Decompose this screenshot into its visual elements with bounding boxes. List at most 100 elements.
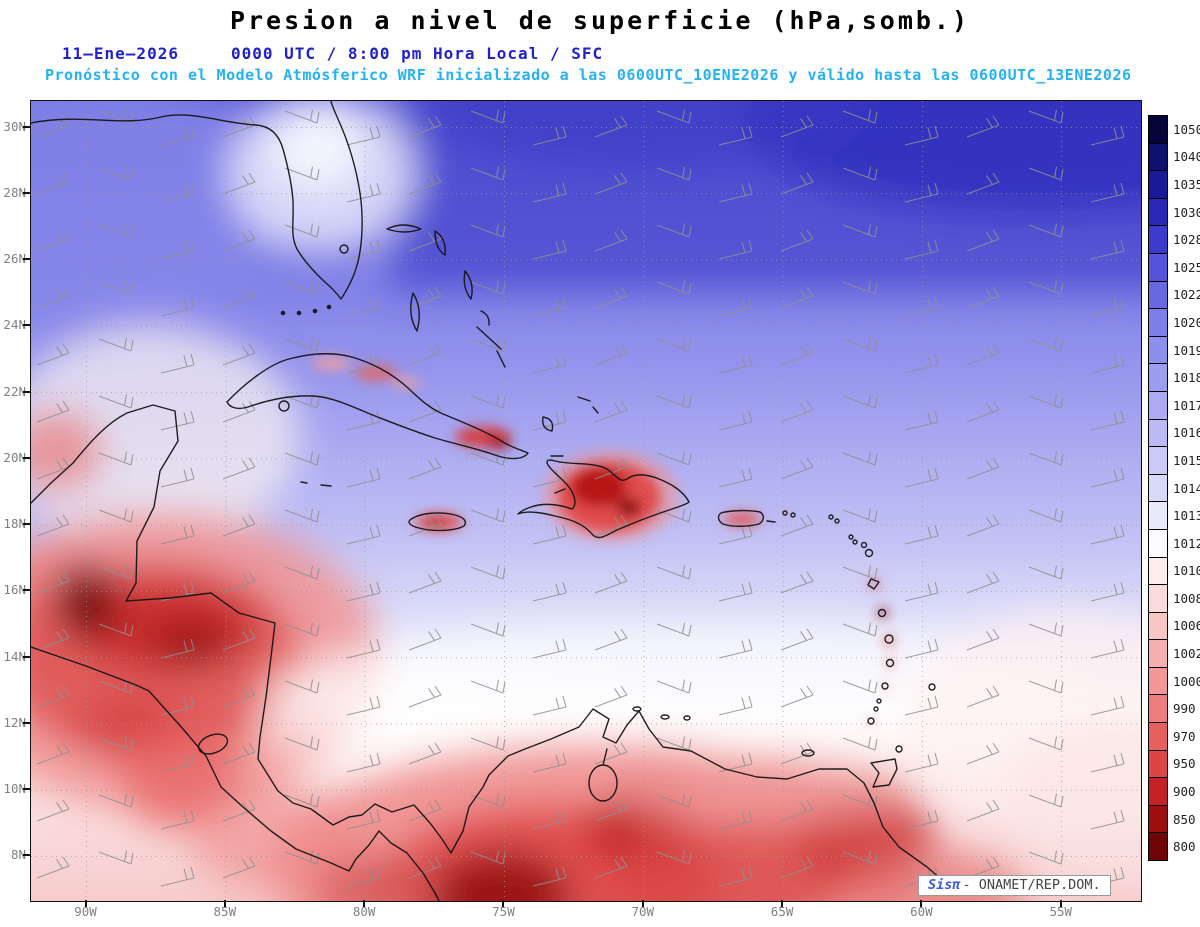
colorbar-label: 1010 <box>1173 563 1200 579</box>
lon-tick-label: 80W <box>352 904 376 919</box>
lat-tick-label: 16N <box>3 582 26 598</box>
colorbar-swatch <box>1148 170 1168 199</box>
colorbar-swatch <box>1148 501 1168 530</box>
lat-tick-mark <box>23 258 30 261</box>
pressure-colorbar: 1050 1040 1035 1030 1028 1025 1022 1020 1019 1018… <box>1148 115 1200 862</box>
vieques <box>766 520 776 523</box>
valid-time: 0000 UTC / 8:00 pm Hora Local / SFC <box>230 44 604 63</box>
colorbar-swatch <box>1148 446 1168 475</box>
colorbar-label: 1014 <box>1173 480 1200 496</box>
colorbar-swatch <box>1148 473 1168 503</box>
curacao <box>660 714 670 720</box>
colorbar-label: 1028 <box>1173 232 1200 248</box>
lake-maracaibo <box>588 764 618 802</box>
lon-tick-mark <box>641 900 644 907</box>
colorbar-label: 1016 <box>1173 425 1200 441</box>
credit-box: Sisπ - ONAMET/REP.DOM. <box>918 875 1111 896</box>
colorbar-swatch <box>1148 252 1168 282</box>
colorbar-swatch <box>1148 722 1168 751</box>
colorbar-level: 900 <box>1148 777 1200 806</box>
cayman-islands <box>300 481 332 487</box>
colorbar-swatch <box>1148 749 1168 779</box>
colorbar-level: 1016 <box>1148 418 1200 448</box>
coastline-trinidad <box>870 758 898 788</box>
colorbar-label: 1030 <box>1173 204 1200 220</box>
colorbar-label: 1022 <box>1173 287 1200 303</box>
colorbar-level: 800 <box>1148 832 1200 862</box>
lon-tick-label: 70W <box>631 904 655 919</box>
coastline-cuba <box>226 353 529 460</box>
lat-tick-label: 18N <box>3 516 26 532</box>
colorbar-label: 800 <box>1173 839 1196 855</box>
lat-tick-label: 12N <box>3 714 26 730</box>
lon-tick-mark <box>84 900 87 907</box>
colorbar-swatch <box>1148 832 1168 862</box>
lat-tick-label: 24N <box>3 317 26 333</box>
coastline-florida <box>31 101 363 300</box>
colorbar-level: 1028 <box>1148 225 1200 254</box>
page-title: Presion a nivel de superficie (hPa,somb.… <box>229 6 971 35</box>
tobago <box>895 745 903 753</box>
lon-tick-label: 60W <box>910 904 933 919</box>
forecast-info-line: Pronóstico con el Modelo Atmósferico WRF… <box>45 66 1132 84</box>
colorbar-label: 1020 <box>1173 314 1200 330</box>
colorbar-swatch <box>1148 197 1168 227</box>
colorbar-level: 950 <box>1148 749 1200 779</box>
lake-nicaragua <box>197 733 229 755</box>
colorbar-level: 850 <box>1148 804 1200 834</box>
lat-tick-mark <box>23 125 30 128</box>
lon-tick-mark <box>502 900 505 907</box>
colorbar-swatch <box>1148 584 1168 613</box>
pressure-map <box>31 101 1141 901</box>
colorbar-swatch <box>1148 363 1168 392</box>
colorbar-level: 1015 <box>1148 446 1200 475</box>
colorbar-label: 1002 <box>1173 646 1200 662</box>
lat-tick-label: 28N <box>3 184 26 200</box>
isla-juventud <box>278 400 290 412</box>
lon-tick-label: 55W <box>1049 904 1073 919</box>
colorbar-level: 1017 <box>1148 390 1200 420</box>
colorbar-level: 1030 <box>1148 197 1200 227</box>
lat-tick-label: 10N <box>3 781 26 797</box>
lat-tick-label: 20N <box>3 449 26 465</box>
lon-tick-label: 75W <box>492 904 515 919</box>
lat-tick-mark <box>23 523 30 526</box>
colorbar-label: 1017 <box>1173 397 1200 413</box>
lat-tick-mark <box>23 854 30 857</box>
colorbar-label: 1018 <box>1173 370 1200 386</box>
credit-text: - ONAMET/REP.DOM. <box>962 877 1101 893</box>
colorbar-level: 1050 <box>1148 115 1200 144</box>
colorbar-label: 1025 <box>1173 259 1200 275</box>
colorbar-swatch <box>1148 777 1168 806</box>
margarita <box>801 749 815 757</box>
colorbar-swatch <box>1148 694 1168 724</box>
colorbar-label: 1013 <box>1173 508 1200 524</box>
colorbar-swatch <box>1148 390 1168 420</box>
colorbar-level: 990 <box>1148 694 1200 724</box>
colorbar-swatch <box>1148 804 1168 834</box>
lat-tick-mark <box>23 655 30 658</box>
colorbar-swatch <box>1148 115 1168 144</box>
valid-time-line: 11—Ene—2026 0000 UTC / 8:00 pm Hora Local… <box>62 44 603 63</box>
colorbar-level: 1022 <box>1148 280 1200 310</box>
lat-tick-mark <box>23 390 30 393</box>
colorbar-level: 1008 <box>1148 584 1200 613</box>
lat-tick-mark <box>23 456 30 459</box>
colorbar-level: 1040 <box>1148 142 1200 172</box>
colorbar-level: 1025 <box>1148 252 1200 282</box>
lat-tick-mark <box>23 191 30 194</box>
lake-okeechobee <box>339 244 349 254</box>
colorbar-level: 1002 <box>1148 639 1200 668</box>
coastline-puerto-rico <box>717 509 764 527</box>
lat-tick-mark <box>23 788 30 791</box>
colorbar-swatch <box>1148 335 1168 365</box>
colorbar-level: 1012 <box>1148 528 1200 558</box>
colorbar-level: 1014 <box>1148 473 1200 503</box>
aruba <box>632 706 642 712</box>
wind-barbs-layer <box>31 101 1141 901</box>
map-plot-area <box>30 100 1142 902</box>
colorbar-label: 1015 <box>1173 452 1200 468</box>
coastline-jamaica <box>408 512 467 532</box>
colorbar-swatch <box>1148 666 1168 696</box>
